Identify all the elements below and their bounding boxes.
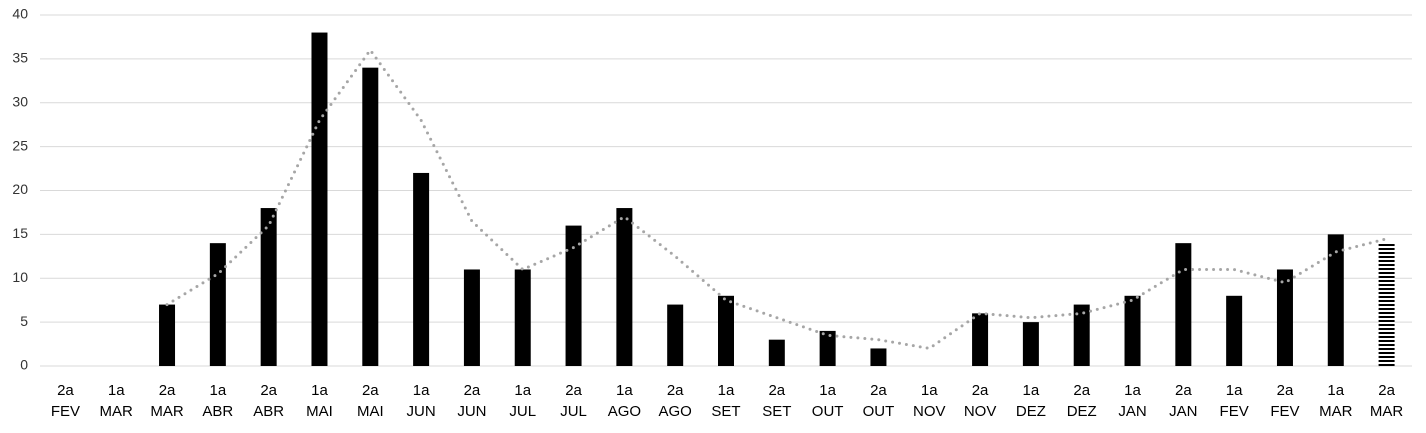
x-tick-label: 1a [1226, 382, 1243, 399]
bar [768, 339, 785, 366]
trend-line [165, 48, 1389, 350]
bar [463, 269, 480, 366]
bar [616, 208, 633, 366]
x-tick-label: NOV [964, 403, 997, 420]
x-tick-label: 1a [514, 382, 531, 399]
y-tick-label: 10 [12, 269, 28, 285]
bar [260, 208, 277, 366]
x-tick-label: FEV [1220, 403, 1249, 420]
bar [819, 330, 836, 366]
x-tick-label: 2a [870, 382, 887, 399]
bar [413, 172, 430, 366]
x-tick-label: 1a [921, 382, 938, 399]
x-tick-label: 2a [1073, 382, 1090, 399]
bar [718, 295, 734, 366]
y-tick-label: 5 [20, 313, 28, 329]
bar [1175, 243, 1192, 366]
bar [1327, 234, 1344, 366]
x-tick-label: MAR [150, 403, 184, 420]
bar [311, 32, 328, 367]
x-tick-label: OUT [863, 403, 895, 420]
x-tick-label: 1a [413, 382, 430, 399]
x-tick-label: 1a [718, 382, 735, 399]
x-tick-label: 2a [768, 382, 785, 399]
y-tick-label: 20 [12, 181, 28, 197]
x-tick-label: FEV [51, 403, 80, 420]
x-tick-label: 2a [159, 382, 176, 399]
x-tick-label: JAN [1169, 403, 1197, 420]
x-tick-label: 2a [1277, 382, 1294, 399]
x-tick-label: DEZ [1067, 403, 1097, 420]
y-tick-label: 30 [12, 93, 28, 109]
x-tick-label: JUN [407, 403, 436, 420]
x-tick-label: 2a [464, 382, 481, 399]
x-tick-label: AGO [659, 403, 692, 420]
x-tick-label: MAR [1370, 403, 1404, 420]
bar [870, 348, 887, 366]
x-tick-label: 2a [57, 382, 74, 399]
bar [209, 243, 226, 366]
x-tick-label: ABR [202, 403, 233, 420]
x-tick-label: 1a [1124, 382, 1141, 399]
y-tick-label: 0 [20, 357, 28, 373]
x-tick-label: 2a [260, 382, 277, 399]
bar [565, 225, 582, 366]
x-tick-label: MAR [100, 403, 134, 420]
x-tick-label: SET [711, 403, 740, 420]
x-tick-label: DEZ [1016, 403, 1046, 420]
x-tick-label: 2a [362, 382, 379, 399]
x-tick-label: 2a [667, 382, 684, 399]
x-tick-label: SET [762, 403, 791, 420]
bar [1124, 295, 1141, 366]
x-tick-label: 2a [565, 382, 582, 399]
bar [1073, 304, 1090, 366]
x-tick-label: 2a [1378, 382, 1395, 399]
x-tick-label: 1a [819, 382, 836, 399]
x-tick-label: MAR [1319, 403, 1353, 420]
x-tick-label: 1a [311, 382, 328, 399]
bar [1226, 295, 1243, 366]
y-tick-label: 15 [12, 225, 28, 241]
x-tick-label: 1a [616, 382, 633, 399]
bar [1276, 269, 1293, 366]
x-tick-label: 1a [1327, 382, 1344, 399]
x-tick-label: JUL [509, 403, 536, 420]
x-tick-label: 1a [210, 382, 227, 399]
bar [362, 67, 379, 367]
x-tick-label: AGO [608, 403, 641, 420]
x-tick-label: OUT [812, 403, 844, 420]
bar [667, 304, 684, 366]
x-tick-label: 1a [1023, 382, 1040, 399]
x-tick-label: JUN [457, 403, 486, 420]
x-tick-label: 2a [972, 382, 989, 399]
y-tick-label: 25 [12, 137, 28, 153]
x-tick-label: ABR [253, 403, 284, 420]
bar [159, 304, 176, 366]
x-tick-label: JAN [1118, 403, 1146, 420]
y-tick-label: 35 [12, 50, 28, 66]
x-tick-label: MAI [357, 403, 384, 420]
x-tick-label: NOV [913, 403, 946, 420]
bar [1378, 243, 1395, 366]
x-tick-label: 1a [108, 382, 125, 399]
bar [514, 269, 531, 366]
y-tick-label: 40 [12, 6, 28, 22]
x-tick-label: JUL [560, 403, 587, 420]
x-tick-label: MAI [306, 403, 333, 420]
x-tick-label: 2a [1175, 382, 1192, 399]
bar [972, 313, 989, 366]
bar [1022, 322, 1039, 366]
x-tick-label: FEV [1270, 403, 1299, 420]
